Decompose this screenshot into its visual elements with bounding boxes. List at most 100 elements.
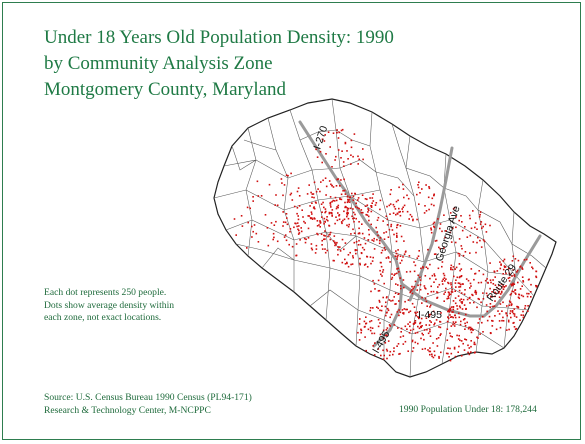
density-dot [379,322,381,324]
source-line-1: Source: U.S. Census Bureau 1990 Census (… [44,392,252,403]
density-dot [403,253,406,255]
density-dot [420,325,422,328]
density-dot [343,178,345,181]
density-dot [429,335,432,337]
density-dot [437,286,439,288]
density-dot [388,299,391,301]
density-dot [461,302,463,305]
density-dot [346,261,348,264]
density-dot [507,267,510,270]
density-dot [502,268,505,271]
density-dot [366,266,369,268]
density-dot [392,212,395,214]
density-dot [445,287,447,290]
density-dot [413,306,416,308]
density-dot [284,234,287,236]
density-dot [370,210,373,213]
density-dot [455,226,457,229]
density-dot [455,216,457,218]
density-dot [396,256,399,258]
density-dot [327,235,329,238]
density-dot [384,305,387,308]
note-line-1: Each dot represents 250 people. [44,287,167,298]
density-dot [518,293,520,296]
density-dot [485,292,488,295]
density-dot [379,208,381,211]
density-dot [377,216,380,219]
density-dot [474,226,476,229]
density-dot [347,200,349,202]
density-dot [431,197,434,200]
density-dot [451,311,453,313]
density-dot [448,291,450,294]
density-dot [441,261,444,263]
density-dot [512,312,515,315]
density-dot [458,276,461,279]
density-dot [424,205,426,207]
density-dot [343,189,346,192]
density-dot [450,264,453,267]
density-dot [346,211,349,214]
density-dot [378,299,381,302]
density-dot [492,320,494,322]
density-dot [431,274,434,277]
density-dot [361,232,364,235]
density-dot [476,228,478,230]
density-dot [317,188,319,190]
density-dot [521,276,524,278]
density-dot [450,293,452,296]
density-dot [297,187,300,189]
density-dot [457,282,460,284]
density-dot [465,339,468,341]
density-dot [416,218,418,221]
density-dot [479,223,482,225]
density-dot [372,193,374,195]
density-dot [477,322,479,324]
density-dot [370,205,373,207]
density-dot [398,309,400,311]
density-dot [360,252,363,255]
density-dot [455,286,457,288]
density-dot [498,296,501,298]
density-dot [452,311,454,313]
density-dot [512,269,514,271]
density-dot [350,163,352,165]
density-dot [514,289,517,291]
density-dot [513,308,516,310]
density-dot [417,184,419,186]
density-dot [499,326,502,329]
density-dot [452,316,454,319]
density-dot [401,208,403,210]
density-dot [367,328,370,331]
density-dot [360,328,362,331]
density-dot [513,275,516,278]
density-dot [368,229,370,231]
density-dot [298,195,301,197]
density-dot [473,341,476,344]
density-dot [366,256,369,258]
density-dot [329,196,332,198]
density-dot [408,218,410,220]
density-dot [380,261,382,264]
density-dot [347,225,350,228]
density-dot [441,283,444,285]
density-dot [438,355,440,358]
density-dot [338,131,340,134]
density-dot [346,150,348,152]
density-dot [348,199,351,201]
density-dot [417,255,420,257]
density-dot [340,198,343,201]
density-dot [418,327,421,330]
density-dot [422,267,424,269]
dot-explanation-note: Each dot represents 250 people. Dots sho… [44,287,174,325]
density-dot [260,195,263,197]
density-dot [521,267,523,269]
density-dot [404,325,407,328]
density-dot [469,326,472,329]
density-dot [336,206,338,208]
density-dot [397,284,399,286]
density-dot [454,316,457,319]
density-dot [458,312,460,315]
density-dot [372,307,374,309]
density-dot [310,243,313,245]
